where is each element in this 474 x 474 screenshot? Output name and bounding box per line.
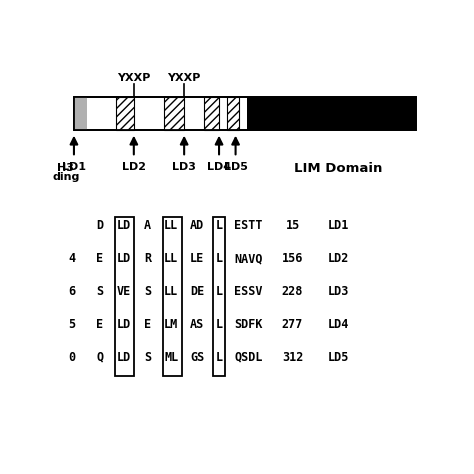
Text: LD5: LD5 [224,162,247,172]
Bar [115,218,134,376]
Bar [164,97,184,130]
Text: ML: ML [164,351,178,364]
Bar [163,218,182,376]
Text: LD5: LD5 [328,351,349,364]
Text: L: L [216,219,223,232]
Text: LM: LM [164,318,178,331]
Text: NAVQ: NAVQ [234,252,263,265]
Text: AS: AS [190,318,204,331]
Text: ding: ding [52,172,80,182]
Text: YXXP: YXXP [167,73,200,83]
Text: S: S [96,285,103,298]
Text: LD3: LD3 [172,162,196,172]
Text: LD1: LD1 [328,219,349,232]
Text: L: L [216,351,223,364]
Text: LD: LD [117,318,131,331]
Text: R: R [144,252,151,265]
Text: E: E [96,252,103,265]
Text: VE: VE [117,285,131,298]
Text: LD: LD [117,219,131,232]
Text: LD3: LD3 [328,285,349,298]
Text: DE: DE [190,285,204,298]
Text: LD2: LD2 [122,162,146,172]
Bar [74,97,416,130]
Text: 6: 6 [69,285,76,298]
Text: LL: LL [164,285,178,298]
Text: Q: Q [96,351,103,364]
Text: S: S [144,285,151,298]
Text: H3: H3 [57,163,74,173]
Text: LD2: LD2 [328,252,349,265]
Bar [246,97,416,130]
Text: YXXP: YXXP [117,73,151,83]
Text: LE: LE [190,252,204,265]
Text: 0: 0 [69,351,76,364]
Bar [204,97,219,130]
Text: E: E [96,318,103,331]
Text: LL: LL [164,219,178,232]
Text: ESTT: ESTT [234,219,263,232]
Text: L: L [216,285,223,298]
Text: ESSV: ESSV [234,285,263,298]
Text: LD1: LD1 [62,162,86,172]
Text: A: A [144,219,151,232]
Text: GS: GS [190,351,204,364]
Text: LD4: LD4 [328,318,349,331]
Text: 312: 312 [282,351,303,364]
Bar [116,97,134,130]
Bar [74,97,87,130]
Text: E: E [144,318,151,331]
Text: QSDL: QSDL [234,351,263,364]
Text: LD: LD [117,351,131,364]
Text: LD: LD [117,252,131,265]
Text: 277: 277 [282,318,303,331]
Bar [213,218,225,376]
Text: LIM Domain: LIM Domain [294,162,383,175]
Text: L: L [216,318,223,331]
Text: 15: 15 [285,219,300,232]
Text: SDFK: SDFK [234,318,263,331]
Text: D: D [96,219,103,232]
Text: 5: 5 [69,318,76,331]
Text: LL: LL [164,252,178,265]
Bar [228,97,239,130]
Text: LD4: LD4 [207,162,231,172]
Text: S: S [144,351,151,364]
Text: L: L [216,252,223,265]
Text: AD: AD [190,219,204,232]
Text: 4: 4 [69,252,76,265]
Bar [74,97,416,130]
Text: 156: 156 [282,252,303,265]
Text: 228: 228 [282,285,303,298]
